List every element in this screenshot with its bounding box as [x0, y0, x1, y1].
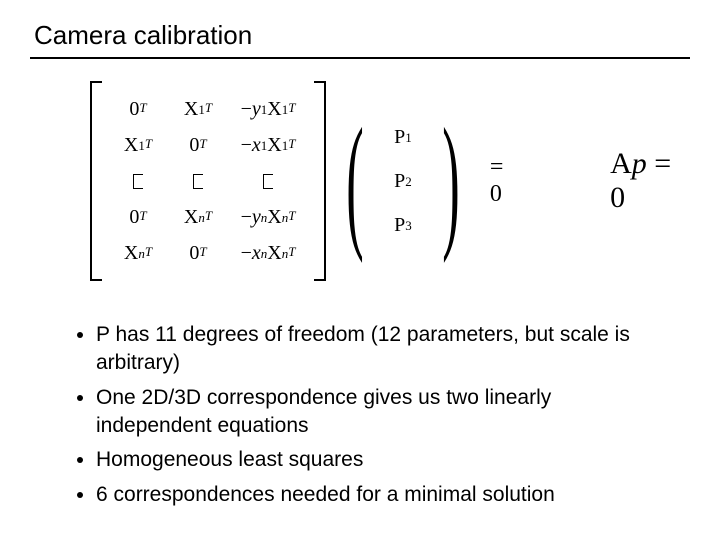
vector-cell: P2	[386, 159, 420, 203]
vector-cell: P1	[386, 115, 420, 159]
bullet-item: P has 11 degrees of freedom (12 paramete…	[96, 321, 660, 378]
matrix-body: 0TX1T−y1X1TX1T0T−x1X1T0TXnT−ynXnTXnT0T−x…	[102, 81, 314, 281]
matrix-cell: −ynXnT	[228, 199, 308, 235]
matrix-cell: −y1X1T	[228, 91, 308, 127]
side-equation: Ap = 0	[610, 147, 690, 215]
page-title: Camera calibration	[30, 20, 690, 59]
matrix-cell: 0T	[108, 91, 168, 127]
matrix-cell: 0T	[168, 127, 228, 163]
matrix-cell: XnT	[168, 199, 228, 235]
bullet-item: 6 correspondences needed for a minimal s…	[96, 481, 660, 509]
matrix-right-bracket	[314, 81, 326, 281]
matrix-cell	[108, 163, 168, 199]
vector-cell: P3	[386, 203, 420, 247]
matrix-cell: X1T	[168, 91, 228, 127]
ellipsis-glyph	[133, 174, 143, 189]
vector-body: P1P2P3	[380, 105, 426, 257]
matrix-cell: −xnXnT	[228, 235, 308, 271]
matrix-cell: 0T	[168, 235, 228, 271]
matrix-A: 0TX1T−y1X1TX1T0T−x1X1T0TXnT−ynXnTXnT0T−x…	[90, 81, 326, 281]
bullet-item: One 2D/3D correspondence gives us two li…	[96, 384, 660, 441]
bullet-list: P has 11 degrees of freedom (12 paramete…	[30, 321, 690, 509]
ellipsis-glyph	[263, 174, 273, 189]
matrix-left-bracket	[90, 81, 102, 281]
matrix-cell	[168, 163, 228, 199]
equation-row: 0TX1T−y1X1TX1T0T−x1X1T0TXnT−ynXnTXnT0T−x…	[30, 81, 690, 281]
equals-zero: = 0	[480, 154, 526, 208]
matrix-cell: 0T	[108, 199, 168, 235]
vector-P: ( P1P2P3 )	[330, 105, 476, 257]
matrix-cell: −x1X1T	[228, 127, 308, 163]
matrix-cell	[228, 163, 308, 199]
matrix-cell: XnT	[108, 235, 168, 271]
bullet-item: Homogeneous least squares	[96, 446, 660, 474]
ellipsis-glyph	[193, 174, 203, 189]
slide: Camera calibration 0TX1T−y1X1TX1T0T−x1X1…	[0, 0, 720, 540]
matrix-cell: X1T	[108, 127, 168, 163]
